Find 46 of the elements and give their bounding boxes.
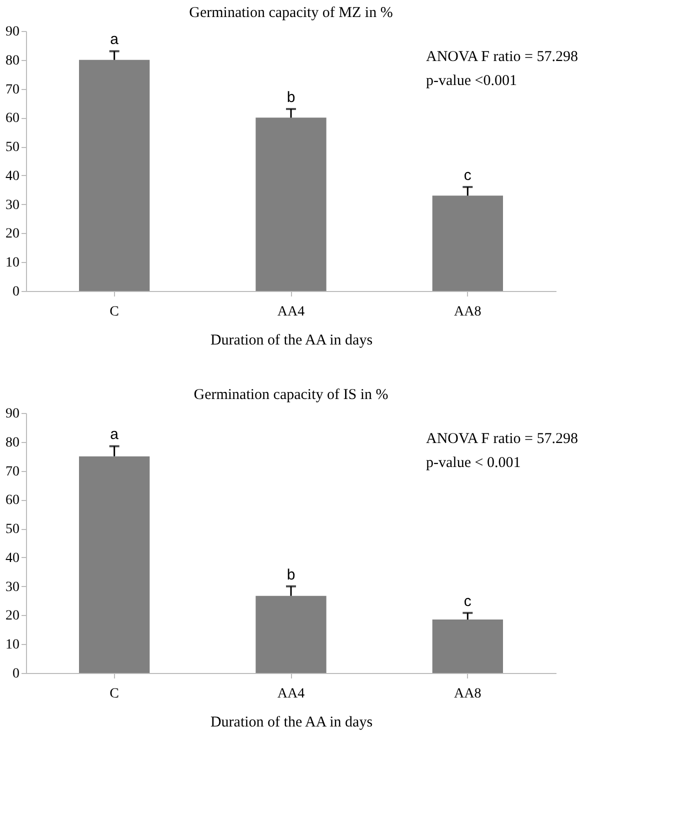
y-tick-label: 80 <box>6 53 20 68</box>
y-tick-label: 80 <box>6 435 20 450</box>
y-tick-label: 40 <box>6 168 20 184</box>
bar <box>79 456 150 673</box>
y-tick-label: 70 <box>6 82 20 98</box>
y-tick-label: 30 <box>6 580 20 595</box>
annotation: ANOVA F ratio = 57.298 <box>426 49 578 65</box>
bar <box>79 60 150 291</box>
x-tick-label: C <box>110 686 120 702</box>
x-tick-label: AA8 <box>454 686 482 702</box>
y-tick-label: 50 <box>6 522 20 538</box>
y-tick-label: 30 <box>6 198 20 213</box>
y-tick-label: 90 <box>6 406 20 422</box>
annotation: p-value <0.001 <box>426 73 517 89</box>
y-tick-label: 90 <box>6 24 20 40</box>
y-tick-label: 10 <box>6 256 20 271</box>
y-tick-label: 70 <box>6 464 20 480</box>
annotation: ANOVA F ratio = 57.298 <box>426 431 578 447</box>
y-tick-label: 0 <box>12 666 20 682</box>
bar <box>432 196 503 291</box>
annotation: c <box>464 167 472 184</box>
chart-title: Germination capacity of IS in % <box>194 387 388 403</box>
bar <box>256 118 326 291</box>
chart-title: Germination capacity of MZ in % <box>189 5 393 21</box>
y-tick-label: 20 <box>6 608 20 624</box>
bar <box>432 620 503 673</box>
y-tick-label: 60 <box>6 111 20 126</box>
y-tick-label: 20 <box>6 226 20 242</box>
annotation: a <box>110 426 120 444</box>
y-tick-label: 60 <box>6 493 20 508</box>
annotation: p-value < 0.001 <box>426 455 521 471</box>
x-axis-title: Duration of the AA in days <box>210 714 373 730</box>
y-tick-label: 40 <box>6 550 20 566</box>
bar <box>256 596 326 673</box>
annotation: b <box>286 89 296 106</box>
x-tick-label: C <box>110 304 120 320</box>
x-tick-label: AA4 <box>277 304 305 320</box>
x-tick-label: AA8 <box>454 304 482 320</box>
annotation: c <box>464 592 472 610</box>
y-tick-label: 0 <box>12 284 20 300</box>
x-tick-label: AA4 <box>277 686 305 702</box>
y-tick-label: 10 <box>6 638 20 653</box>
annotation: b <box>286 566 296 584</box>
annotation: a <box>110 31 120 48</box>
x-axis-title: Duration of the AA in days <box>210 332 373 348</box>
y-tick-label: 50 <box>6 140 20 156</box>
